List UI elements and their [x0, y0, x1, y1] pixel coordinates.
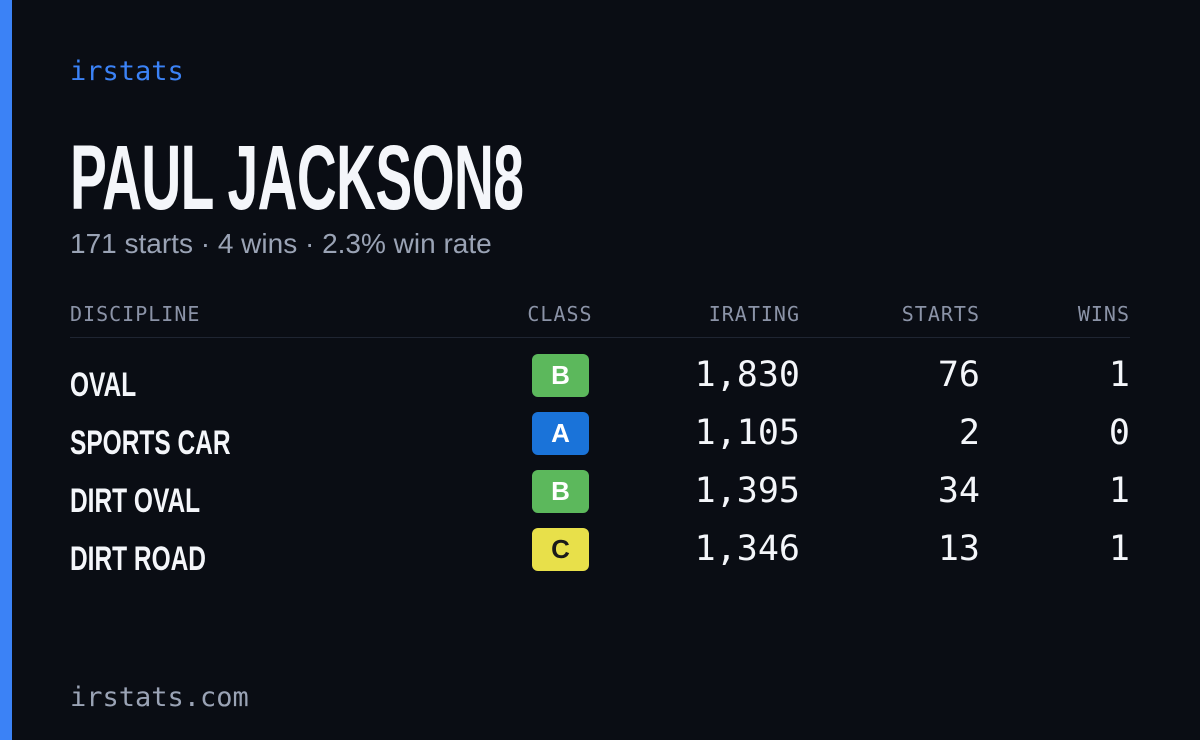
- column-header: STARTS: [901, 302, 980, 326]
- class-badge: B: [532, 354, 589, 397]
- irating: 1,346: [694, 529, 800, 569]
- class-badge: B: [532, 470, 589, 513]
- starts: 76: [937, 355, 980, 395]
- accent-stripe: [0, 0, 12, 740]
- wins: 1: [1108, 471, 1130, 511]
- brand: irstats: [70, 56, 184, 87]
- summary: 171 starts · 4 wins · 2.3% win rate: [70, 228, 492, 259]
- wins: 0: [1108, 413, 1130, 453]
- column-header: WINS: [1077, 302, 1130, 326]
- irating: 1,105: [694, 413, 800, 453]
- class-badge: A: [532, 412, 589, 455]
- footer: irstats.com: [70, 682, 249, 713]
- column-header: IRATING: [708, 302, 800, 326]
- column-header: CLASS: [527, 302, 593, 326]
- class-badge: C: [532, 528, 589, 571]
- irating: 1,830: [694, 355, 800, 395]
- column-header: DISCIPLINE: [70, 302, 201, 326]
- starts: 2: [958, 413, 980, 453]
- wins: 1: [1108, 355, 1130, 395]
- player-name: PAUL JACKSON8: [70, 127, 524, 229]
- discipline: SPORTS CAR: [70, 424, 231, 462]
- wins: 1: [1108, 529, 1130, 569]
- starts: 13: [937, 529, 980, 569]
- discipline: OVAL: [70, 366, 137, 404]
- discipline: DIRT OVAL: [70, 482, 201, 520]
- discipline: DIRT ROAD: [70, 540, 207, 578]
- header-rule: [70, 337, 1130, 338]
- irating: 1,395: [694, 471, 800, 511]
- starts: 34: [937, 471, 980, 511]
